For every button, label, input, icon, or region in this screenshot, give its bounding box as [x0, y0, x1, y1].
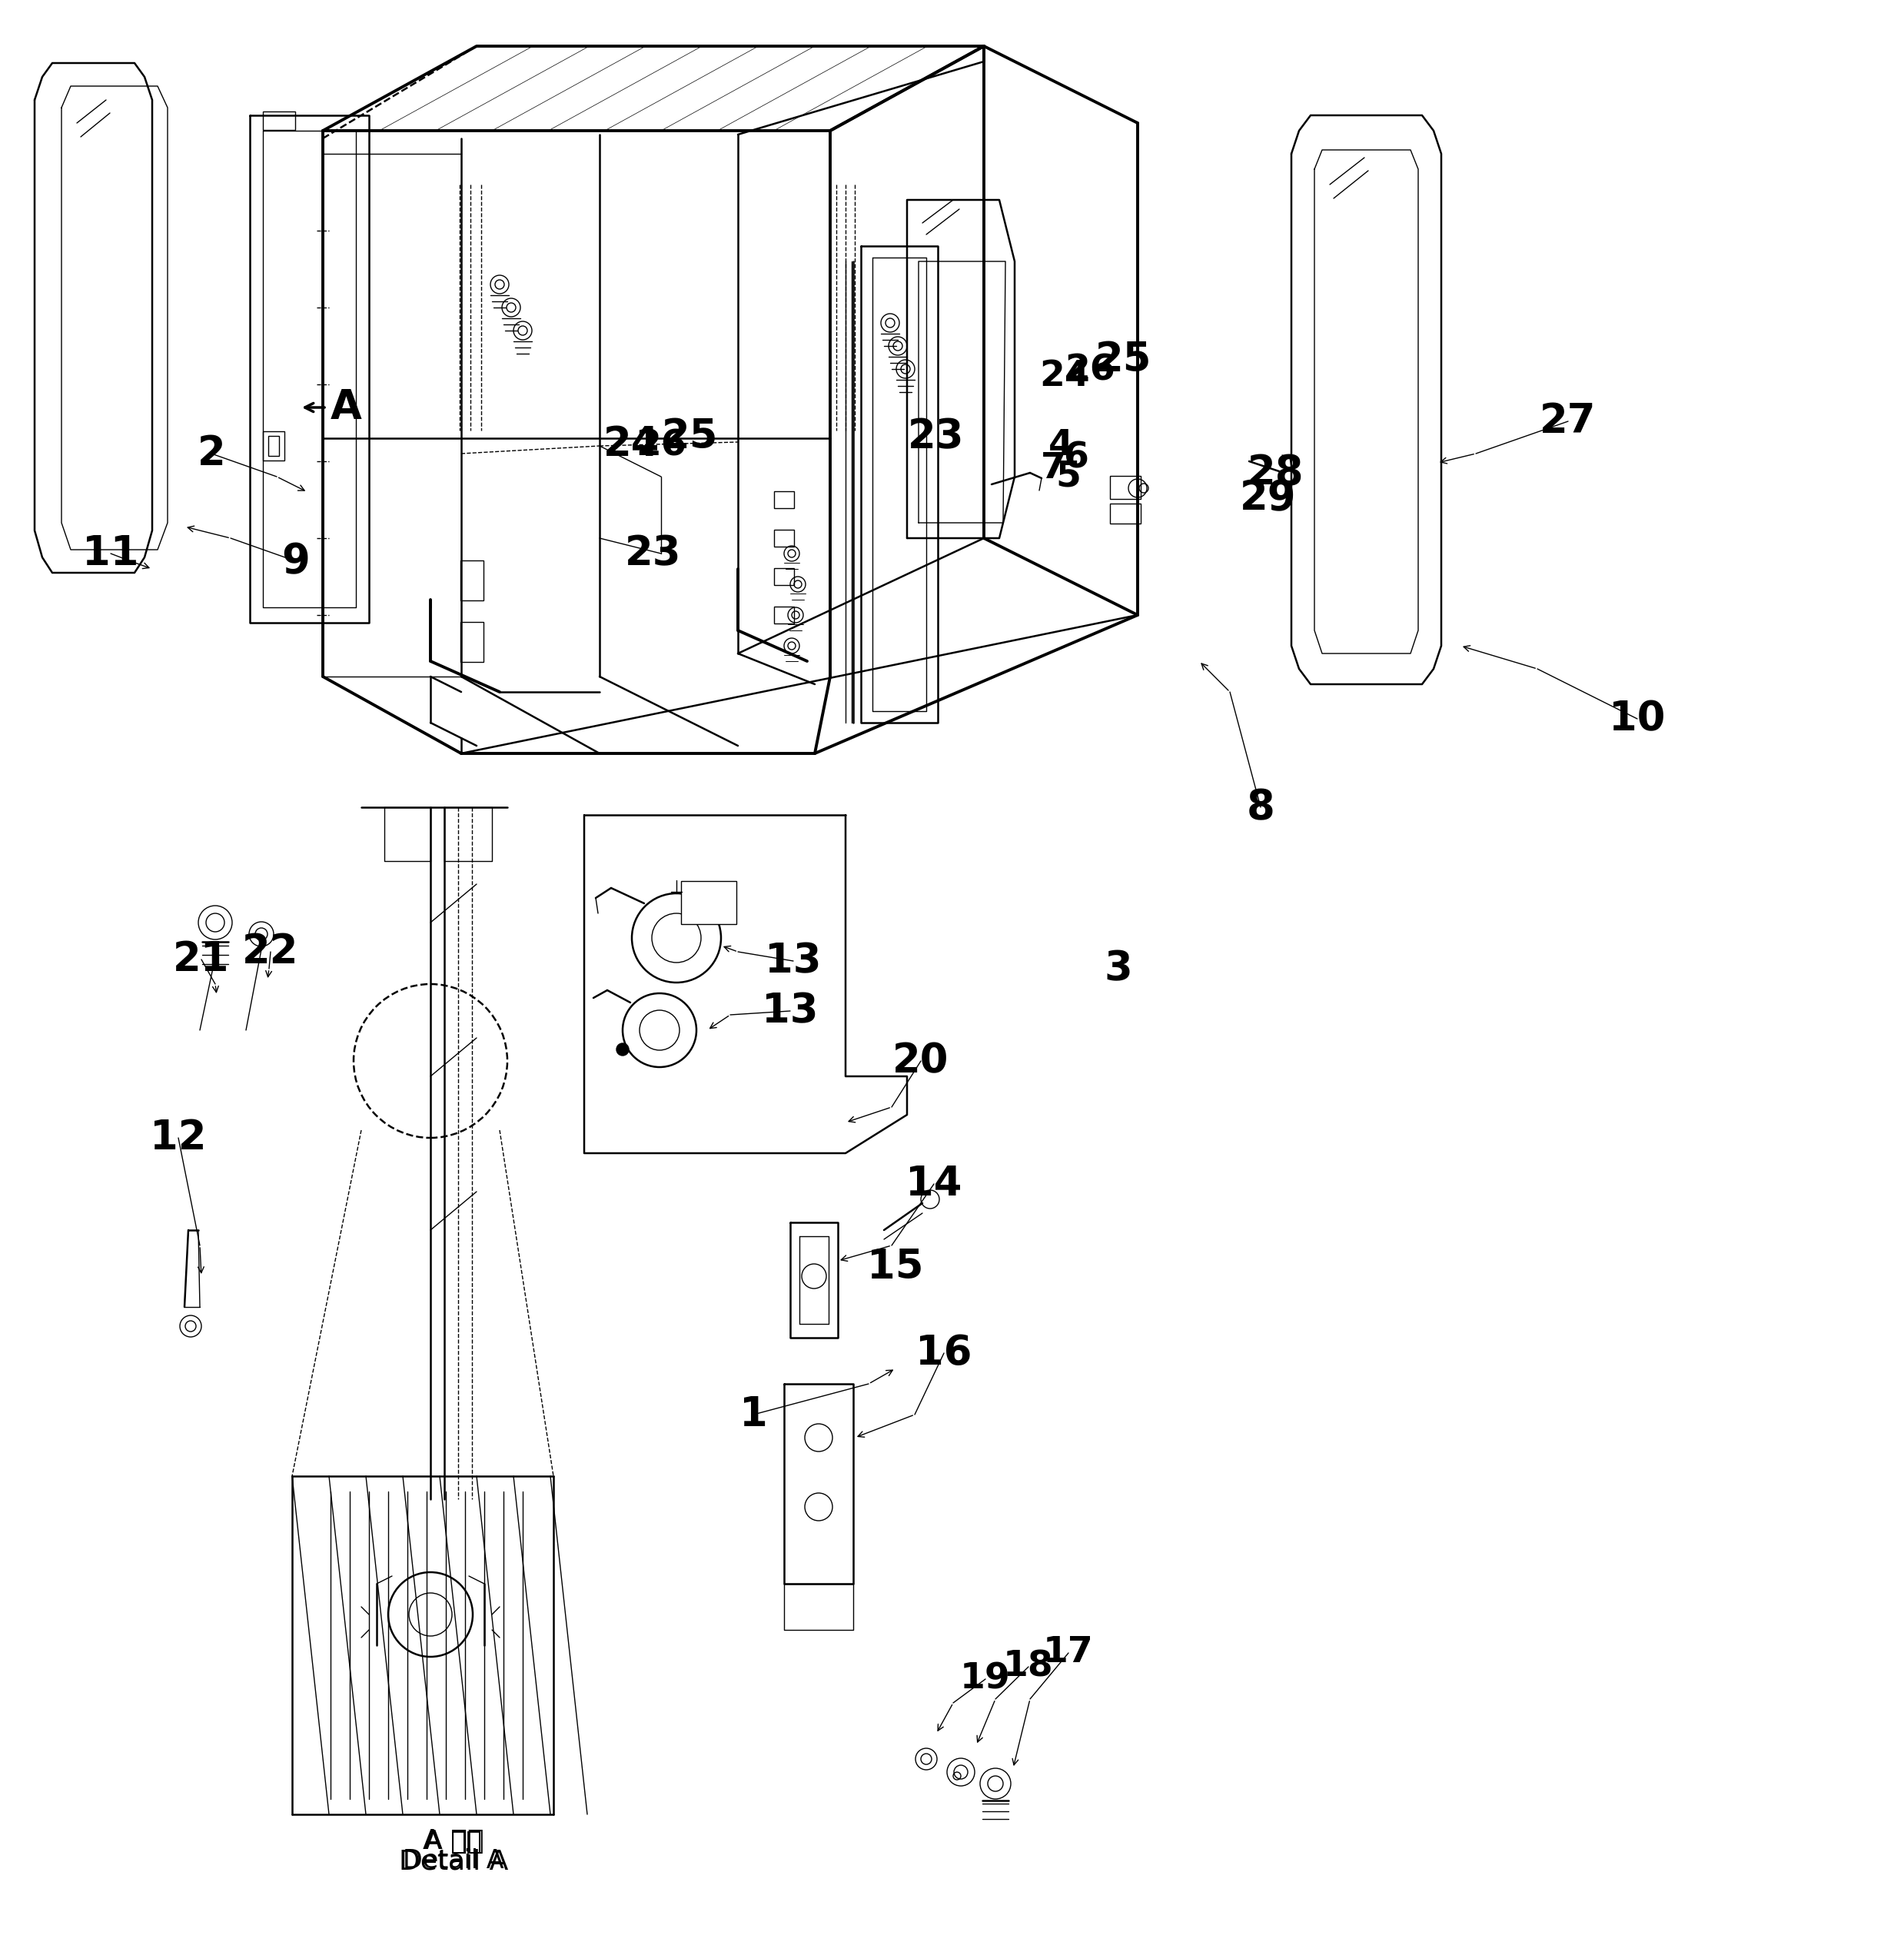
FancyBboxPatch shape — [461, 561, 484, 600]
Text: 24: 24 — [1040, 359, 1089, 394]
Text: 22: 22 — [242, 932, 299, 971]
Text: 17: 17 — [1043, 1635, 1093, 1670]
FancyBboxPatch shape — [268, 435, 280, 456]
Text: 3: 3 — [1104, 950, 1133, 988]
FancyBboxPatch shape — [775, 530, 794, 546]
Text: 18: 18 — [1003, 1649, 1053, 1684]
Circle shape — [617, 1043, 628, 1056]
FancyBboxPatch shape — [1110, 503, 1140, 524]
Text: 7: 7 — [1040, 452, 1066, 486]
Text: 11: 11 — [82, 534, 139, 573]
FancyBboxPatch shape — [775, 491, 794, 509]
Text: 12: 12 — [150, 1119, 206, 1157]
Text: 13: 13 — [765, 942, 821, 981]
Text: 8: 8 — [1247, 787, 1276, 827]
FancyBboxPatch shape — [263, 111, 295, 130]
Text: 23: 23 — [908, 418, 965, 456]
Text: 24: 24 — [604, 425, 661, 464]
Text: 25: 25 — [663, 418, 718, 456]
FancyBboxPatch shape — [775, 606, 794, 623]
Text: 1: 1 — [739, 1394, 767, 1435]
Text: 19: 19 — [960, 1662, 1011, 1697]
Text: 4: 4 — [1047, 429, 1074, 464]
FancyBboxPatch shape — [775, 569, 794, 585]
Text: 27: 27 — [1540, 402, 1596, 441]
FancyBboxPatch shape — [682, 882, 737, 924]
Text: Detail A: Detail A — [404, 1849, 505, 1874]
Text: 14: 14 — [906, 1163, 962, 1204]
Text: 9: 9 — [282, 542, 310, 581]
Text: A: A — [329, 388, 362, 427]
Text: 28: 28 — [1247, 452, 1304, 493]
Text: 5: 5 — [1057, 460, 1081, 493]
Text: Detail A: Detail A — [398, 1849, 508, 1876]
Text: A 詳細: A 詳細 — [423, 1827, 484, 1855]
Text: 10: 10 — [1609, 699, 1666, 738]
FancyBboxPatch shape — [461, 621, 484, 662]
Text: 6: 6 — [1064, 441, 1089, 476]
FancyBboxPatch shape — [263, 431, 284, 460]
Text: 13: 13 — [762, 990, 819, 1031]
Text: 20: 20 — [893, 1041, 948, 1082]
Text: 23: 23 — [625, 534, 682, 573]
Text: 26: 26 — [636, 429, 685, 464]
Text: 15: 15 — [868, 1247, 923, 1288]
Text: 21: 21 — [173, 940, 230, 979]
Text: 29: 29 — [1240, 478, 1297, 519]
Text: 2: 2 — [198, 433, 225, 474]
FancyBboxPatch shape — [1110, 476, 1140, 499]
Text: 16: 16 — [916, 1332, 973, 1373]
Text: 26: 26 — [1064, 353, 1116, 388]
Text: 25: 25 — [1095, 340, 1152, 381]
Text: A 詳細: A 詳細 — [425, 1829, 482, 1855]
